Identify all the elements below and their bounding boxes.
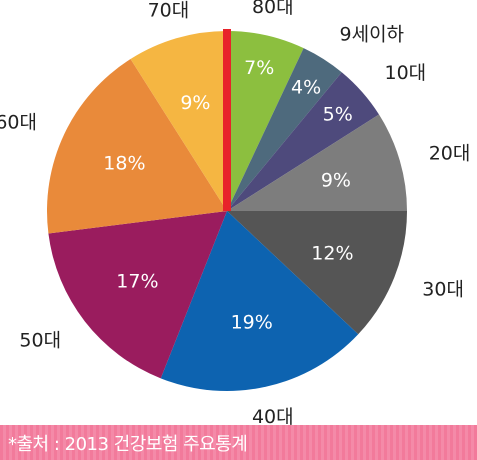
slice-category-label-5: 30대 (422, 278, 464, 300)
slice-value-label-2: 4% (291, 76, 321, 98)
source-banner: *출처 : 2013 건강보험 주요통계 (0, 425, 477, 460)
source-note: *출처 : 2013 건강보험 주요통계 (8, 434, 248, 455)
pie-slice-2 (227, 48, 342, 211)
pie-slice-4 (227, 114, 407, 211)
slice-category-label-7: 50대 (19, 330, 61, 352)
slice-value-label-5: 12% (311, 243, 353, 265)
slice-category-label-8: 60대 (0, 112, 37, 134)
slice-category-label-4: 20대 (429, 142, 471, 164)
slice-value-label-9: 9% (180, 92, 210, 114)
slice-category-label-2: 9세이하 (340, 24, 405, 46)
slice-value-label-3: 5% (323, 103, 353, 125)
slice-value-label-4: 9% (321, 169, 351, 191)
slice-value-label-8: 18% (103, 153, 145, 175)
pie-slice-5 (227, 211, 407, 335)
slice-value-label-1: 7% (244, 57, 274, 79)
pie-slice-8 (47, 59, 227, 234)
pie-slice-7 (48, 211, 227, 379)
pie-slice-3 (227, 72, 379, 211)
slice-category-label-9: 70대 (148, 0, 190, 21)
slice-value-label-7: 17% (116, 271, 158, 293)
slice-value-label-6: 19% (231, 312, 273, 334)
pie-chart: 7% 4%5% 9% 12% 19% 17% 18% 9% 80대 9세이하 10대 20대 30대 40… (0, 0, 471, 425)
pie-slice-6 (160, 211, 359, 391)
pie-slice-1 (227, 31, 304, 211)
slice-category-label-3: 10대 (385, 62, 427, 84)
pie-slice-9 (130, 31, 227, 211)
slice-category-label-1: 80대 (252, 0, 294, 18)
slice-category-label-6: 40대 (252, 406, 294, 425)
